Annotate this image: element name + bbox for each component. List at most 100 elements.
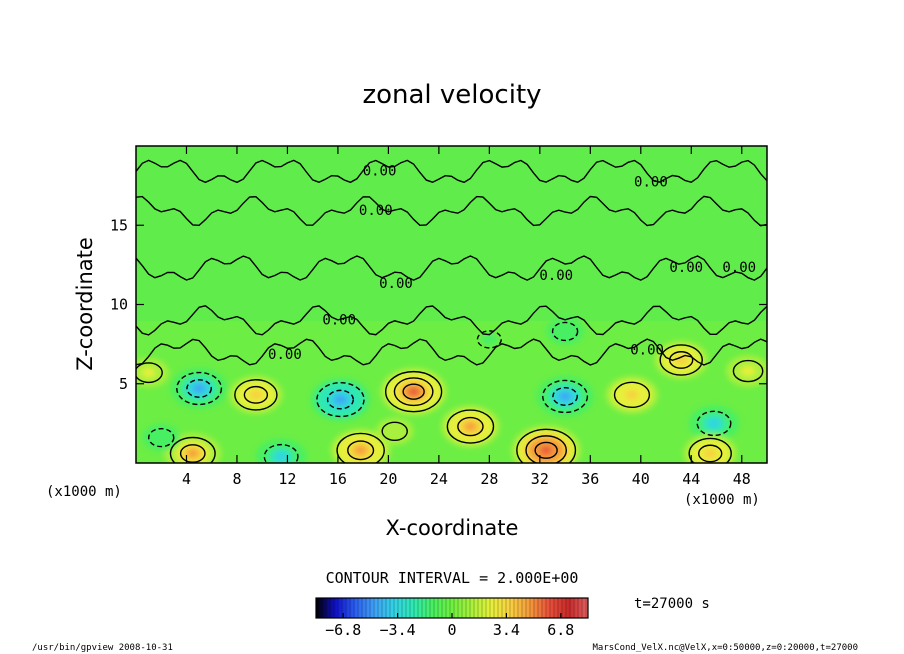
contour-label-1: 0.00 <box>634 174 668 190</box>
x-tick-label-3: 16 <box>329 470 347 488</box>
contour-feature-2-0 <box>316 382 365 418</box>
x-tick-label-7: 32 <box>531 470 549 488</box>
x-tick-label-4: 20 <box>379 470 397 488</box>
field-feature-10-level-3 <box>274 452 288 462</box>
x-axis-label: X-coordinate <box>386 516 519 540</box>
contour-feature-1-1 <box>243 385 269 404</box>
plot-field: 0.00 0.00 0.00 0.00 0.00 0.00 0.00 0.00 0.00 0.00 <box>136 146 767 463</box>
contour-label-4: 0.00 <box>539 268 573 284</box>
zero-contour-line-3 <box>136 305 767 336</box>
field-feature-2-level-4 <box>334 395 347 404</box>
colorbar-gradient <box>316 598 588 618</box>
y-tick-label-2: 15 <box>110 216 128 234</box>
contour-feature-12-1 <box>525 435 567 463</box>
colorbar-tick-label-4: 6.8 <box>547 621 574 639</box>
colorbar-tick-label-0: −6.8 <box>325 621 361 639</box>
contour-feature-3-0 <box>384 370 443 413</box>
field-feature-17-level-1 <box>385 424 405 439</box>
footer-left: /usr/bin/gpview 2008-10-31 <box>32 643 173 653</box>
time-label: t=27000 s <box>634 596 710 612</box>
contour-label-7: 0.00 <box>322 312 356 328</box>
contour-feature-4-0 <box>446 409 495 444</box>
contour-feature-4-1 <box>457 416 484 437</box>
field-feature-1-level-3 <box>249 390 263 400</box>
field-feature-4-level-4 <box>464 422 477 431</box>
chart-title: zonal velocity <box>362 80 541 110</box>
field-feature-19-level-2 <box>141 367 156 378</box>
contour-feature-12-0 <box>516 428 577 463</box>
contour-label-3: 0.00 <box>379 276 413 292</box>
contour-label-9: 0.00 <box>630 342 664 358</box>
upper-band <box>136 146 767 321</box>
field-feature-7-level-3 <box>674 355 688 365</box>
footer-right: MarsCond_VelX.nc@VelX,x=0:50000,z=0:2000… <box>592 643 858 653</box>
contour-feature-5-1 <box>552 387 578 406</box>
contour-feature-16-0 <box>476 330 502 349</box>
y-tick-label-0: 5 <box>119 375 128 393</box>
contour-feature-11-1 <box>347 440 375 461</box>
x-tick-label-8: 36 <box>581 470 599 488</box>
field-feature-14-level-1 <box>151 430 171 445</box>
zero-contour-line-4 <box>136 338 767 366</box>
contour-feature-7-0 <box>659 344 703 376</box>
field-feature-11-level-4 <box>354 446 367 455</box>
contour-feature-2-1 <box>326 389 355 410</box>
contour-feature-8-0 <box>696 410 732 437</box>
contour-feature-15-0 <box>551 321 579 342</box>
contour-feature-13-0 <box>688 437 732 463</box>
contour-feature-9-0 <box>169 436 216 463</box>
contour-label-6: 0.00 <box>722 260 756 276</box>
field-feature-18-level-2 <box>740 365 756 377</box>
field-feature-3-level-5 <box>408 387 420 396</box>
x-tick-label-11: 48 <box>733 470 751 488</box>
colorbar: −6.8 −3.4 0 3.4 6.8 <box>315 597 589 639</box>
contour-feature-14-0 <box>148 427 175 448</box>
x-tick-label-2: 12 <box>278 470 296 488</box>
colorbar-tick-label-2: 0 <box>447 621 456 639</box>
x-unit-right: (x1000 m) <box>684 492 760 508</box>
field-feature-6-level-3 <box>625 390 639 400</box>
contour-label-5: 0.00 <box>669 260 703 276</box>
x-tick-label-0: 4 <box>182 470 191 488</box>
field-feature-16-level-1 <box>480 332 499 346</box>
zero-contour-line-2 <box>136 255 767 281</box>
contour-feature-1-0 <box>234 379 278 411</box>
colorbar-tick-label-1: −3.4 <box>380 621 416 639</box>
field-feature-5-level-4 <box>559 392 571 401</box>
x-unit-left: (x1000 m) <box>46 484 122 500</box>
contour-feature-0-1 <box>186 379 212 398</box>
contour-label-0: 0.00 <box>363 163 397 179</box>
zero-contour-line-1 <box>136 195 767 227</box>
contour-feature-19-0 <box>136 362 163 384</box>
field-feature-12-level-5 <box>540 446 552 455</box>
colorbar-tick-label-3: 3.4 <box>493 621 520 639</box>
contour-feature-13-1 <box>698 444 723 463</box>
contour-feature-18-0 <box>732 359 764 383</box>
y-axis-label: Z-coordinate <box>73 237 97 371</box>
contour-label-8: 0.00 <box>268 347 302 363</box>
contour-interval-label: CONTOUR INTERVAL = 2.000E+00 <box>326 569 579 587</box>
contour-feature-3-1 <box>393 377 434 407</box>
field-feature-15-level-1 <box>555 324 575 339</box>
colorbar-stripes <box>317 598 587 618</box>
x-tick-label-9: 40 <box>632 470 650 488</box>
contour-feature-5-0 <box>542 379 589 414</box>
field-feature-8-level-3 <box>707 418 721 428</box>
field-feature-0-level-4 <box>193 384 205 393</box>
contour-label-2: 0.00 <box>359 203 393 219</box>
contour-feature-17-0 <box>381 421 408 441</box>
x-tick-label-5: 24 <box>430 470 448 488</box>
x-tick-label-6: 28 <box>480 470 498 488</box>
zero-contour-line-0 <box>136 159 767 184</box>
field-feature-13-level-3 <box>703 448 717 459</box>
contour-feature-12-2 <box>534 441 558 459</box>
x-tick-label-10: 44 <box>682 470 700 488</box>
contour-feature-11-0 <box>336 432 385 463</box>
y-tick-label-1: 10 <box>110 296 128 314</box>
contour-feature-0-0 <box>176 371 223 406</box>
contour-feature-10-0 <box>263 443 299 463</box>
contour-feature-6-0 <box>613 381 651 409</box>
x-tick-label-1: 8 <box>232 470 241 488</box>
contour-feature-3-2 <box>402 383 425 400</box>
